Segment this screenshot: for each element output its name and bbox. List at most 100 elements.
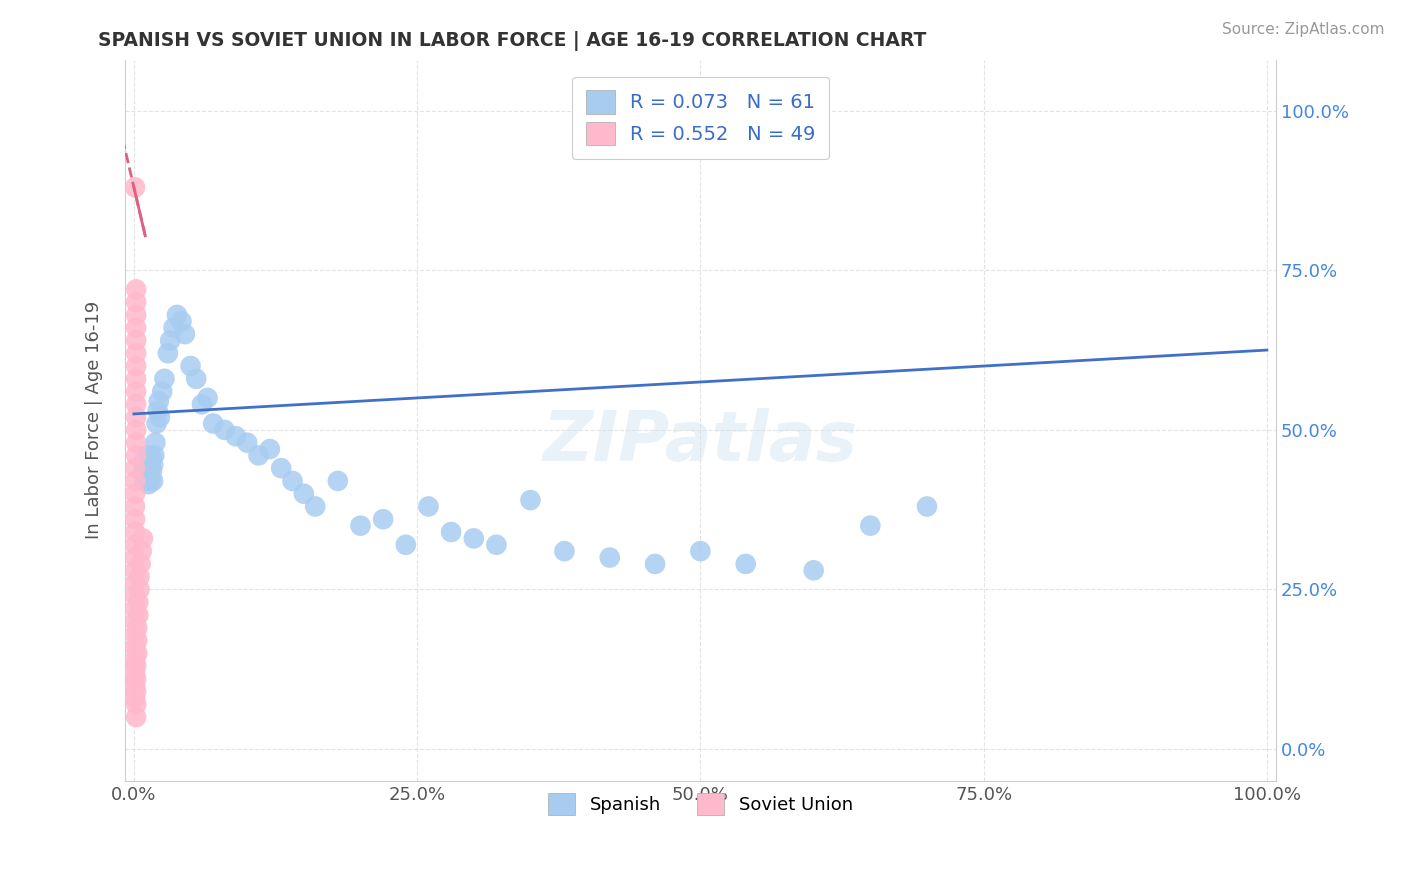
Point — [135, 461, 157, 475]
Point — [202, 417, 225, 431]
Point — [124, 461, 146, 475]
Point — [440, 524, 463, 539]
Point — [553, 544, 575, 558]
Point — [304, 500, 326, 514]
Point — [127, 621, 149, 635]
Point — [125, 672, 148, 686]
Point — [136, 449, 159, 463]
Point — [247, 449, 270, 463]
Point — [197, 391, 219, 405]
Point — [349, 518, 371, 533]
Point — [125, 449, 148, 463]
Point — [644, 557, 666, 571]
Point — [124, 538, 146, 552]
Point — [326, 474, 349, 488]
Point — [136, 467, 159, 482]
Point — [124, 640, 146, 654]
Point — [125, 282, 148, 296]
Point — [134, 474, 156, 488]
Point — [124, 589, 146, 603]
Point — [159, 334, 181, 348]
Point — [141, 464, 163, 478]
Point — [124, 665, 146, 680]
Point — [292, 486, 315, 500]
Point — [125, 384, 148, 399]
Point — [270, 461, 292, 475]
Point — [463, 532, 485, 546]
Point — [141, 451, 163, 466]
Point — [124, 576, 146, 591]
Point — [124, 486, 146, 500]
Point — [124, 180, 146, 194]
Point — [150, 384, 173, 399]
Point — [125, 359, 148, 373]
Point — [125, 435, 148, 450]
Point — [373, 512, 395, 526]
Point — [173, 327, 195, 342]
Point — [125, 698, 148, 712]
Point — [128, 570, 150, 584]
Point — [395, 538, 418, 552]
Point — [148, 394, 170, 409]
Point — [281, 474, 304, 488]
Point — [124, 691, 146, 706]
Point — [124, 678, 146, 692]
Point — [166, 308, 188, 322]
Text: SPANISH VS SOVIET UNION IN LABOR FORCE | AGE 16-19 CORRELATION CHART: SPANISH VS SOVIET UNION IN LABOR FORCE |… — [98, 31, 927, 51]
Y-axis label: In Labor Force | Age 16-19: In Labor Force | Age 16-19 — [86, 301, 103, 540]
Point — [485, 538, 508, 552]
Point — [139, 461, 162, 475]
Point — [132, 532, 155, 546]
Point — [138, 477, 160, 491]
Point — [129, 557, 152, 571]
Point — [859, 518, 882, 533]
Point — [124, 500, 146, 514]
Point — [127, 595, 149, 609]
Point — [131, 544, 153, 558]
Point — [124, 512, 146, 526]
Point — [145, 417, 167, 431]
Point — [689, 544, 711, 558]
Point — [145, 435, 167, 450]
Point — [803, 563, 825, 577]
Point — [124, 563, 146, 577]
Point — [124, 474, 146, 488]
Point — [132, 464, 155, 478]
Point — [127, 633, 149, 648]
Point — [186, 372, 208, 386]
Point — [125, 684, 148, 698]
Legend: Spanish, Soviet Union: Spanish, Soviet Union — [537, 782, 863, 826]
Point — [142, 474, 165, 488]
Point — [180, 359, 202, 373]
Point — [125, 372, 148, 386]
Point — [124, 653, 146, 667]
Point — [236, 435, 259, 450]
Point — [153, 372, 176, 386]
Point — [125, 410, 148, 425]
Point — [156, 346, 179, 360]
Point — [128, 582, 150, 597]
Point — [125, 308, 148, 322]
Text: Source: ZipAtlas.com: Source: ZipAtlas.com — [1222, 22, 1385, 37]
Point — [125, 334, 148, 348]
Point — [915, 500, 938, 514]
Point — [191, 397, 214, 411]
Point — [138, 471, 160, 485]
Point — [127, 646, 149, 660]
Point — [124, 627, 146, 641]
Point — [139, 474, 162, 488]
Point — [124, 615, 146, 629]
Point — [143, 449, 166, 463]
Point — [599, 550, 621, 565]
Point — [124, 601, 146, 615]
Point — [519, 493, 541, 508]
Point — [259, 442, 281, 456]
Point — [132, 455, 155, 469]
Point — [139, 467, 162, 482]
Point — [124, 524, 146, 539]
Point — [146, 403, 169, 417]
Point — [214, 423, 236, 437]
Point — [125, 320, 148, 334]
Point — [125, 710, 148, 724]
Text: ZIPatlas: ZIPatlas — [543, 409, 858, 475]
